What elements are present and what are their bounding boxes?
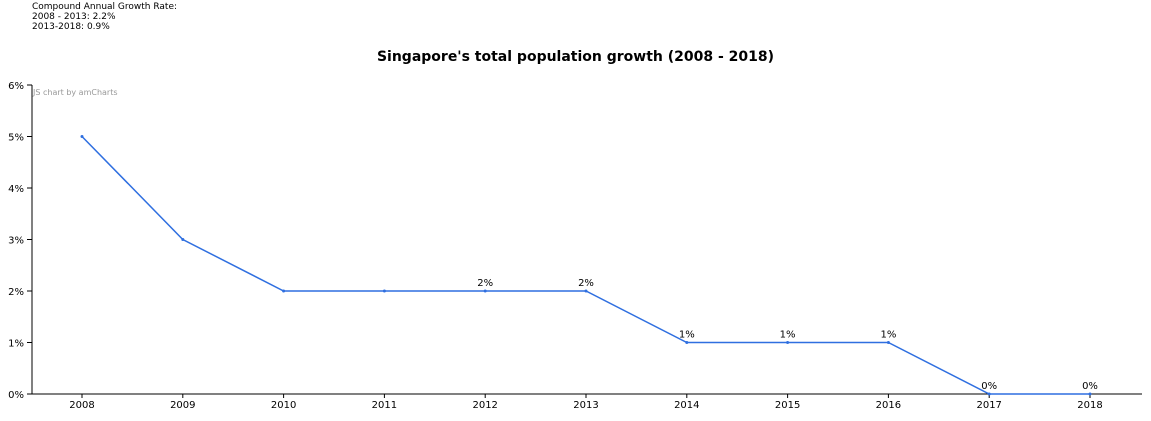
data-label: 2% xyxy=(578,278,594,289)
x-tick-label: 2014 xyxy=(674,400,699,411)
amcharts-credit-link[interactable]: JS chart by amCharts xyxy=(33,88,118,97)
x-tick-label: 2008 xyxy=(69,400,94,411)
y-tick-label: 5% xyxy=(8,133,24,144)
data-point xyxy=(483,289,487,293)
chart-title: Singapore's total population growth (200… xyxy=(376,49,775,65)
x-tick-label: 2010 xyxy=(271,400,296,411)
x-tick-label: 2016 xyxy=(876,400,901,411)
data-point xyxy=(1088,392,1092,396)
data-label: 0% xyxy=(1082,381,1098,392)
data-label: 2% xyxy=(477,278,493,289)
y-tick-label: 0% xyxy=(8,390,24,401)
data-label: 1% xyxy=(880,330,896,341)
cagr-note: Compound Annual Growth Rate: 2008 - 2013… xyxy=(32,2,177,32)
series-line xyxy=(81,135,1090,395)
data-point xyxy=(80,135,84,138)
data-point xyxy=(786,341,790,344)
data-point xyxy=(987,392,991,396)
data-point xyxy=(685,341,689,344)
x-tick-label: 2011 xyxy=(372,400,397,411)
data-point xyxy=(282,289,286,293)
data-label: 0% xyxy=(981,381,997,392)
x-tick-label: 2015 xyxy=(775,400,800,411)
data-label: 1% xyxy=(780,330,796,341)
x-tick-label: 2012 xyxy=(472,400,497,411)
data-point xyxy=(886,341,890,344)
cagr-line-2013-2018: 2013-2018: 0.9% xyxy=(32,22,110,32)
y-tick-label: 4% xyxy=(8,184,24,195)
x-tick-label: 2013 xyxy=(573,400,598,411)
y-tick-label: 3% xyxy=(8,236,24,247)
x-tick-label: 2018 xyxy=(1077,400,1102,411)
x-tick-label: 2009 xyxy=(170,400,195,411)
y-tick-label: 1% xyxy=(8,339,24,350)
y-tick-label: 2% xyxy=(8,287,24,298)
cagr-heading: Compound Annual Growth Rate: xyxy=(32,2,178,12)
x-tick-label: 2017 xyxy=(976,400,1001,411)
y-tick-label: 6% xyxy=(8,81,24,92)
data-point xyxy=(584,289,588,293)
data-label: 1% xyxy=(679,330,695,341)
data-point xyxy=(181,238,185,241)
cagr-line-2008-2013: 2008 - 2013: 2.2% xyxy=(32,12,116,22)
data-point xyxy=(382,289,386,293)
